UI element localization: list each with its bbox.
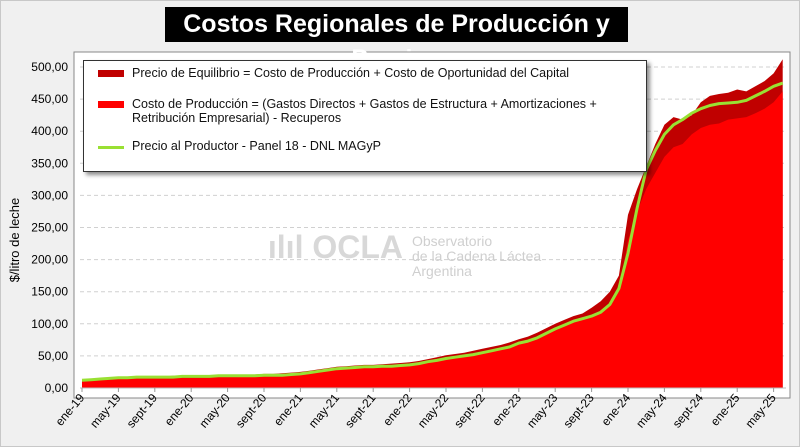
legend: Precio de Equilibrio = Costo de Producci… bbox=[83, 60, 647, 172]
y-tick-label: 300,00 bbox=[31, 188, 68, 202]
legend-item-costo: Costo de Producción = (Gastos Directos +… bbox=[98, 97, 638, 125]
y-tick-label: 400,00 bbox=[31, 124, 68, 138]
y-tick-label: 350,00 bbox=[31, 156, 68, 170]
area-costo-produccion bbox=[82, 91, 783, 389]
legend-label: Precio de Equilibrio = Costo de Producci… bbox=[132, 66, 570, 80]
y-tick-label: 100,00 bbox=[31, 317, 68, 331]
y-tick-label: 200,00 bbox=[31, 253, 68, 267]
legend-swatch-costo bbox=[98, 101, 124, 108]
watermark-text: Argentina bbox=[412, 263, 472, 279]
line-precio-productor bbox=[81, 81, 784, 382]
y-tick-label: 0,00 bbox=[45, 381, 69, 395]
x-tick-label: ene-19 bbox=[53, 391, 88, 429]
legend-swatch-equilibrio bbox=[98, 70, 124, 77]
y-tick-label: 50,00 bbox=[38, 349, 68, 363]
legend-label: Precio al Productor - Panel 18 - DNL MAG… bbox=[132, 139, 381, 153]
chart-title: Costos Regionales de Producción y Precio… bbox=[165, 7, 628, 73]
legend-label: Costo de Producción = (Gastos Directos +… bbox=[132, 97, 597, 125]
legend-item-equilibrio: Precio de Equilibrio = Costo de Producci… bbox=[98, 66, 569, 80]
watermark-text: Observatorio bbox=[412, 233, 492, 249]
watermark-logo: ılıl OCLA bbox=[268, 229, 403, 265]
y-tick-label: 450,00 bbox=[31, 92, 68, 106]
watermark-text: de la Cadena Láctea bbox=[412, 248, 541, 264]
y-tick-label: 150,00 bbox=[31, 285, 68, 299]
y-tick-label: 250,00 bbox=[31, 221, 68, 235]
y-axis-label: $/litro de leche bbox=[7, 197, 22, 283]
legend-item-precio: Precio al Productor - Panel 18 - DNL MAG… bbox=[98, 139, 381, 153]
y-tick-label: 500,00 bbox=[31, 60, 68, 74]
legend-swatch-precio bbox=[98, 146, 124, 149]
